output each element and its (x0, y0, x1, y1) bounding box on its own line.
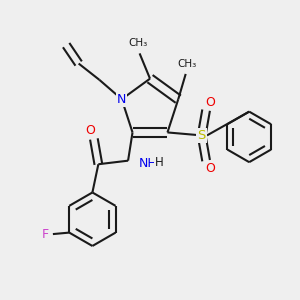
Text: O: O (85, 124, 95, 137)
Text: N: N (117, 93, 126, 106)
Text: CH₃: CH₃ (178, 58, 197, 68)
Text: H: H (155, 156, 164, 169)
Text: S: S (197, 129, 206, 142)
Text: CH₃: CH₃ (128, 38, 148, 48)
Text: NH: NH (139, 157, 157, 169)
Text: F: F (42, 228, 49, 241)
Text: O: O (206, 96, 215, 109)
Text: O: O (206, 162, 215, 175)
